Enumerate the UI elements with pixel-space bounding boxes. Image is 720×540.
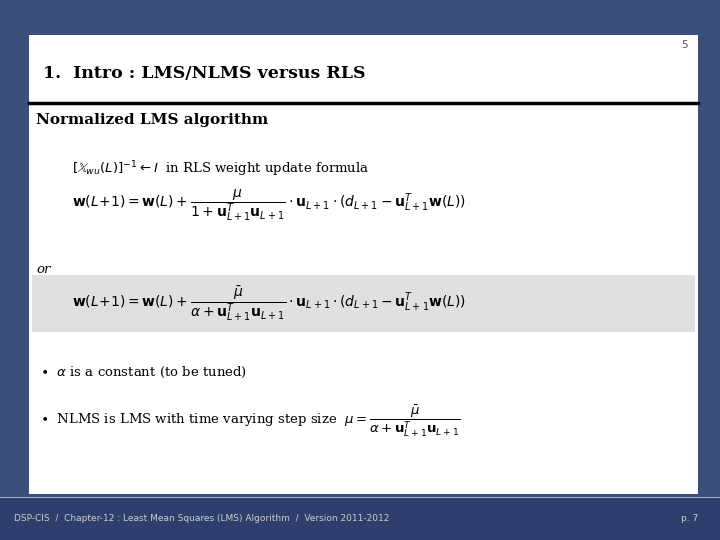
- Text: $\mathbf{w}(L\!+\!1) = \mathbf{w}(L) + \dfrac{\bar{\mu}}{\alpha+\mathbf{u}_{L+1}: $\mathbf{w}(L\!+\!1) = \mathbf{w}(L) + \…: [72, 285, 466, 323]
- Text: $[\mathbb{X}_{wu}(L)]^{-1} \leftarrow I$  in RLS weight update formula: $[\mathbb{X}_{wu}(L)]^{-1} \leftarrow I$…: [72, 159, 369, 179]
- Text: $\bullet$  NLMS is LMS with time varying step size  $\mu = \dfrac{\bar{\mu}}{\al: $\bullet$ NLMS is LMS with time varying …: [40, 403, 460, 439]
- Text: or: or: [36, 264, 50, 276]
- Text: DSP-CIS  /  Chapter-12 : Least Mean Squares (LMS) Algorithm  /  Version 2011-201: DSP-CIS / Chapter-12 : Least Mean Square…: [14, 514, 390, 523]
- Text: $\mathbf{w}(L\!+\!1) = \mathbf{w}(L) + \dfrac{\mu}{1+\mathbf{u}_{L+1}^{T}\mathbf: $\mathbf{w}(L\!+\!1) = \mathbf{w}(L) + \…: [72, 187, 466, 223]
- Text: 5: 5: [681, 40, 688, 51]
- Bar: [29, 35, 698, 494]
- Text: p. 7: p. 7: [681, 514, 698, 523]
- Text: 1.  Intro : LMS/NLMS versus RLS: 1. Intro : LMS/NLMS versus RLS: [43, 65, 366, 82]
- Text: $\bullet$  $\alpha$ is a constant (to be tuned): $\bullet$ $\alpha$ is a constant (to be …: [40, 365, 247, 380]
- Text: Normalized LMS algorithm: Normalized LMS algorithm: [36, 113, 269, 127]
- Bar: [32, 275, 695, 332]
- Bar: [0, 497, 720, 540]
